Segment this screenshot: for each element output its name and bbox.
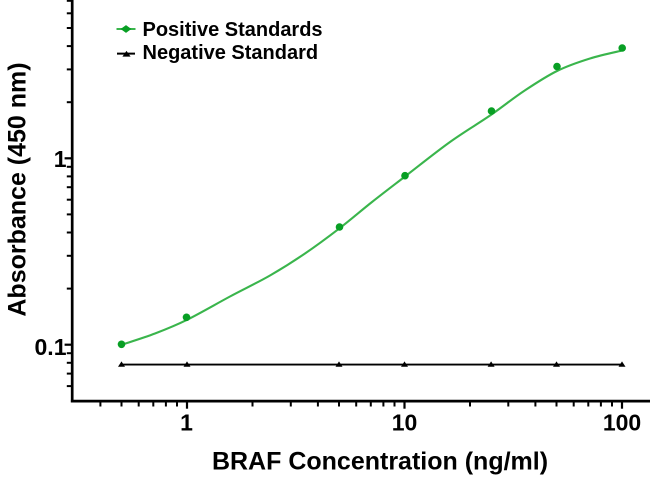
svg-text:1: 1 xyxy=(54,146,67,172)
svg-text:BRAF Concentration (ng/ml): BRAF Concentration (ng/ml) xyxy=(212,448,548,476)
svg-text:Positive Standards: Positive Standards xyxy=(143,19,323,41)
svg-text:100: 100 xyxy=(603,410,641,436)
svg-text:Negative Standard: Negative Standard xyxy=(143,42,319,64)
svg-text:0.1: 0.1 xyxy=(35,334,67,360)
svg-text:10: 10 xyxy=(392,410,418,436)
svg-text:Absorbance (450 nm): Absorbance (450 nm) xyxy=(4,62,32,316)
svg-text:1: 1 xyxy=(180,410,193,436)
